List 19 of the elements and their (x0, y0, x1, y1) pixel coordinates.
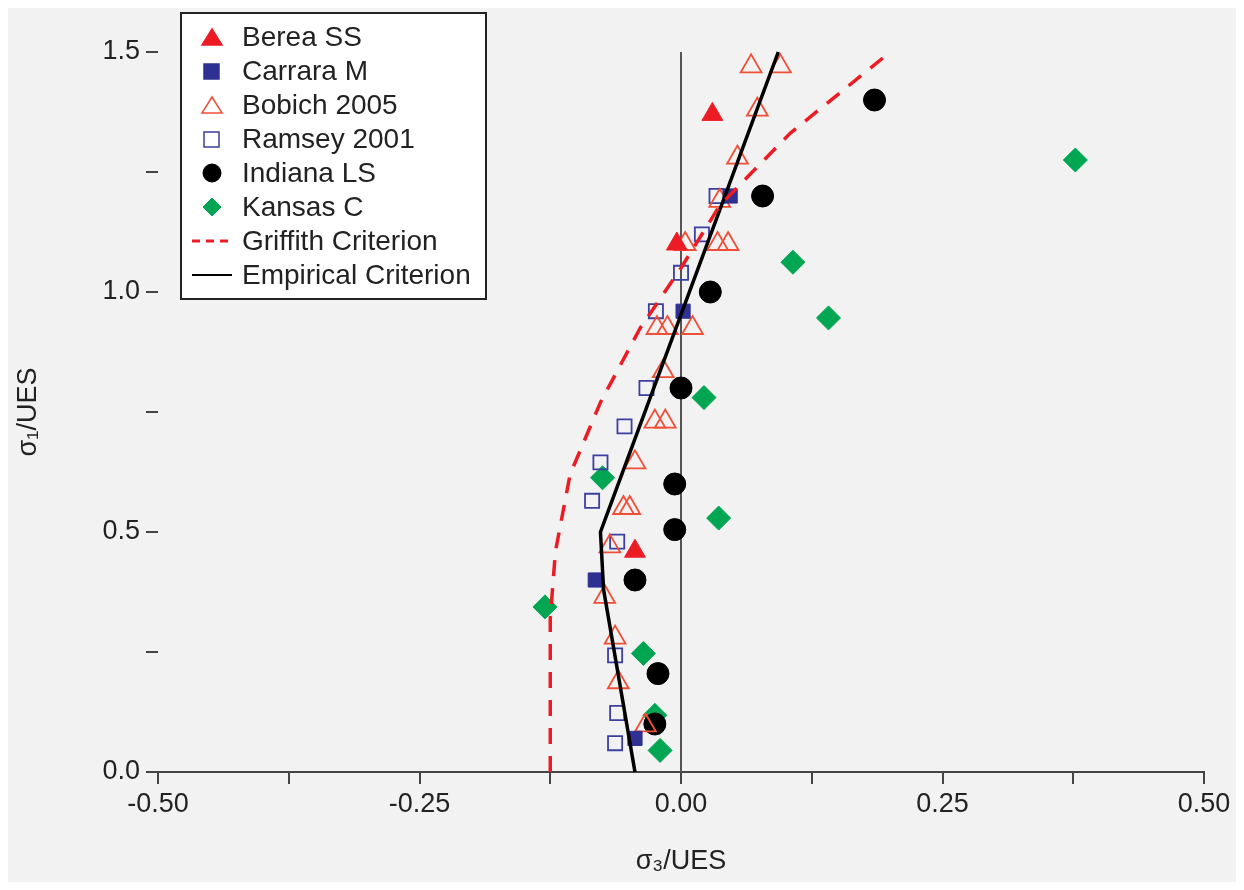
legend-label: Carrara M (242, 54, 369, 88)
x-tick-label: 0.25 (916, 787, 969, 818)
y-tick-label: 0.0 (102, 755, 140, 786)
y-tick-label: 1.0 (102, 275, 140, 306)
x-tick-label: 0.00 (654, 787, 708, 818)
x-tick-label: 0.50 (1177, 787, 1231, 818)
legend-label: Empirical Criterion (242, 258, 471, 292)
legend-label: Berea SS (242, 20, 362, 54)
x-tick-label: -0.50 (127, 787, 189, 818)
y-tick-label: 1.5 (102, 35, 140, 66)
legend-label: Kansas C (242, 190, 364, 224)
legend-label: Griffith Criterion (242, 224, 438, 258)
x-axis-title: σ₃/UES (635, 845, 727, 876)
legend-label: Bobich 2005 (242, 88, 398, 122)
y-tick-label: 0.5 (102, 515, 140, 546)
x-tick-label: -0.25 (388, 787, 451, 818)
legend-label: Indiana LS (242, 156, 376, 190)
legend-label: Ramsey 2001 (242, 122, 415, 156)
y-axis-title: σ₁/UES (11, 367, 42, 457)
